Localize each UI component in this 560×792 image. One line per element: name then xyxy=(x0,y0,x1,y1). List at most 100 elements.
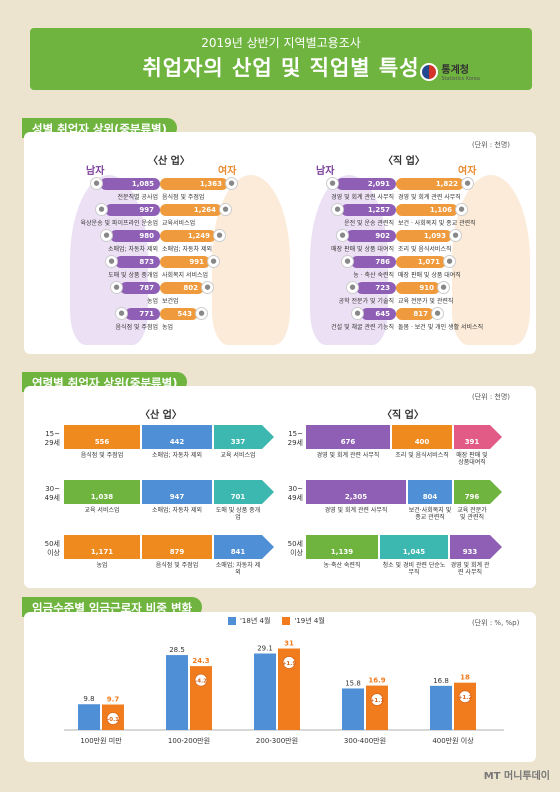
age-occupation-caption: 청소 및 경비 관련 단순노무직 xyxy=(382,562,446,576)
female-bar-caption: 음식점 및 주점업 xyxy=(162,194,205,201)
female-silhouette-industry xyxy=(212,175,290,345)
bar-2018 xyxy=(342,688,364,730)
age-group-label-line2: 29세 xyxy=(44,439,60,447)
change-badge xyxy=(194,673,208,687)
age-industry-caption: 교육 서비스업 xyxy=(84,507,120,514)
occupation-icon: ● xyxy=(336,229,349,242)
occupation-icon: ● xyxy=(326,177,339,190)
age-group-label-line2: 이상 xyxy=(290,549,303,557)
age-group-label-line2: 이상 xyxy=(47,549,60,557)
arrow-tip xyxy=(262,425,274,449)
bar-value-label: 9.7 xyxy=(107,696,120,704)
age-occupation-cell: 1,045 xyxy=(380,535,448,559)
male-bar-caption: 운전 및 운송 관련직 xyxy=(344,220,394,227)
legend-label-2019: '19년 4월 xyxy=(294,617,325,625)
occupation-icon: ● xyxy=(443,255,456,268)
arrow-tip xyxy=(262,480,274,504)
change-value: +1.9 xyxy=(282,661,297,667)
age-industry-cell: 1,171 xyxy=(64,535,140,559)
age-occupation-cell: 1,139 xyxy=(306,535,378,559)
female-bar-caption: 보건업 xyxy=(162,298,179,305)
male-bar: 771 xyxy=(125,308,160,320)
arrow-tip xyxy=(490,480,502,504)
statistics-korea-logo: 통계청 Statistics Korea xyxy=(420,61,480,82)
bar-2018 xyxy=(254,653,276,730)
age-occupation-cell: 400 xyxy=(392,425,452,449)
female-bar-caption: 조리 및 음식서비스직 xyxy=(398,246,452,253)
logo-text: 통계청 xyxy=(441,65,469,76)
female-bar: 1,264 xyxy=(160,204,222,216)
female-bar: 817 xyxy=(396,308,434,320)
age-group-label-line1: 30~ xyxy=(45,485,60,493)
age-group-label-line2: 49세 xyxy=(44,494,60,502)
age-industry-caption: 농업 xyxy=(96,562,108,569)
occupation-icon: ● xyxy=(105,255,118,268)
male-bar-caption: 농 · 축산 숙련직 xyxy=(353,272,394,279)
female-bar: 1,071 xyxy=(396,256,446,268)
age-occupation-caption: 보건·사회복지 및 종교 관련직 xyxy=(408,507,452,521)
bar-2018 xyxy=(166,655,188,730)
occupation-icon: ● xyxy=(207,255,220,268)
age-industry-caption: 소매업; 자동차 제외 xyxy=(152,507,202,514)
female-bar-caption: 교육서비스업 xyxy=(162,220,196,227)
bar-2018 xyxy=(78,704,100,730)
age-industry-caption: 소매업; 자동차 제외 xyxy=(152,452,202,459)
female-bar-caption: 교육 전문가 및 관련직 xyxy=(398,298,454,305)
occupation-icon: ● xyxy=(437,281,450,294)
occupation-icon: ● xyxy=(346,281,359,294)
age-occupation-caption: 경영 및 회계 관련 사무직 xyxy=(324,507,388,514)
logo-sub: Statistics Korea xyxy=(441,76,480,82)
male-bar-caption: 육상운송 및 파이프라인 운송업 xyxy=(80,220,158,227)
male-bar: 786 xyxy=(351,256,396,268)
female-bar: 910 xyxy=(396,282,440,294)
header-subtitle: 2019년 상반기 지역별고용조사 xyxy=(201,36,361,50)
female-bar: 1,363 xyxy=(160,178,228,190)
arrow-tip xyxy=(490,425,502,449)
female-bar: 1,093 xyxy=(396,230,452,242)
change-value: +1.2 xyxy=(458,695,473,701)
occupation-icon: ● xyxy=(110,281,123,294)
age-industry-cell: 556 xyxy=(64,425,140,449)
occupation-icon: ● xyxy=(225,177,238,190)
female-bar-caption: 매장 판매 및 상품 대여직 xyxy=(398,272,461,279)
change-badge xyxy=(458,690,472,704)
header-title: 취업자의 산업 및 직업별 특성 xyxy=(142,56,420,80)
occupation-icon: ● xyxy=(201,281,214,294)
male-bar-caption: 전문직별 공사업 xyxy=(117,194,158,201)
occupation-icon: ● xyxy=(115,307,128,320)
change-badge xyxy=(106,712,120,725)
occupation-icon: ● xyxy=(331,203,344,216)
male-bar: 980 xyxy=(110,230,160,242)
age-group-label-line1: 50세 xyxy=(287,540,303,548)
category-label: 100만원 미만 xyxy=(80,736,122,745)
bar-2019 xyxy=(278,648,300,730)
change-badge xyxy=(282,656,296,669)
male-bar-caption: 매장 판매 및 상품 대여직 xyxy=(331,246,394,253)
bar-2019 xyxy=(454,682,476,730)
age-industry-caption: 음식점 및 주점업 xyxy=(155,562,199,569)
age-occupation-caption: 경영 및 회계 관련 사무직 xyxy=(450,562,490,576)
change-value: -0.1 xyxy=(107,717,119,723)
taegeuk-icon xyxy=(420,62,439,81)
female-bar: 1,822 xyxy=(396,178,464,190)
age-occupation-cell: 804 xyxy=(408,480,452,504)
change-badge xyxy=(370,693,384,706)
female-label-industry: 여자 xyxy=(218,166,237,177)
bar-value-label: 9.8 xyxy=(83,695,94,703)
bar-value-label: 24.3 xyxy=(192,657,209,665)
female-bar-caption: 보건 · 사회복지 및 종교 관련직 xyxy=(398,220,476,227)
bar-2019 xyxy=(366,685,388,730)
category-label: 200-300만원 xyxy=(256,736,298,745)
gender-panel xyxy=(24,132,536,354)
male-bar-caption: 도매 및 상품 중개업 xyxy=(108,272,158,279)
wage-bar-chart: 9.8 9.7 -0.1 100만원 미만 28.5 24.3 -4.2 100-200만원 2… xyxy=(64,640,504,745)
female-silhouette-occupation xyxy=(452,175,530,345)
male-bar-caption: 공학 전문가 및 기술직 xyxy=(338,298,394,305)
female-bar: 991 xyxy=(160,256,210,268)
age-industry-caption: 교육 서비스업 xyxy=(220,452,256,459)
age-occupation-caption: 경영 및 회계 관련 사무직 xyxy=(316,452,380,459)
industry-title: 〈산 업〉 xyxy=(148,156,190,167)
age-industry-caption: 도매 및 상품 중개업 xyxy=(215,507,261,521)
age-occupation-title: 〈직 업〉 xyxy=(382,410,424,421)
age-unit: (단위 : 천명) xyxy=(472,393,511,401)
